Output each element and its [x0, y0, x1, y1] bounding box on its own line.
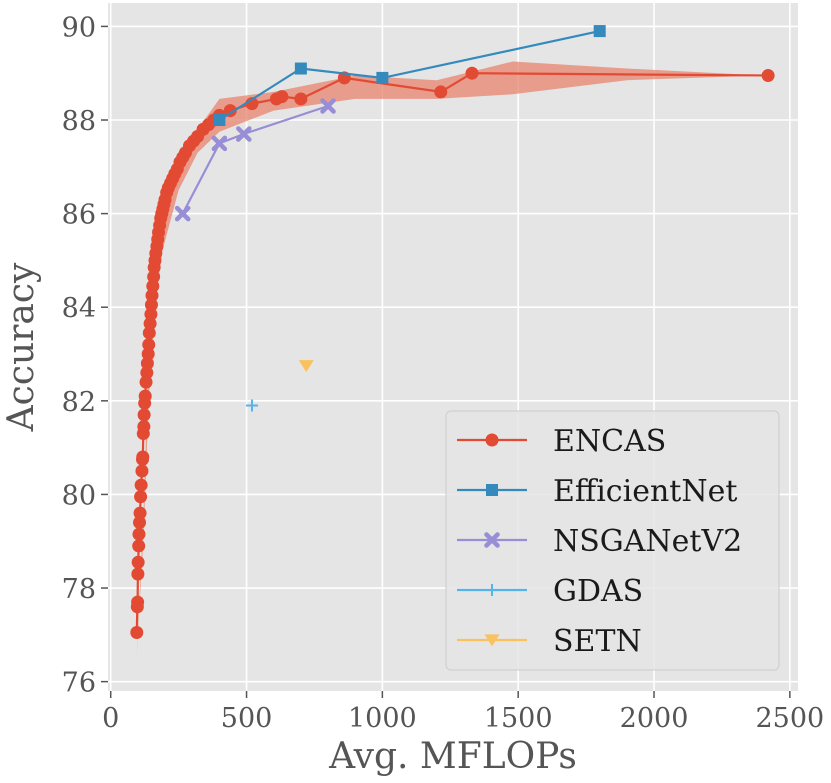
series-layer [130, 25, 775, 639]
encas-point [134, 478, 148, 492]
encas-point [131, 567, 145, 581]
efficientnet-point [593, 25, 606, 38]
encas-point [143, 317, 157, 331]
series-setn [298, 360, 314, 373]
marker-x-stroke [484, 532, 500, 548]
nsganetv2-point [320, 98, 336, 114]
y-tick-label: 84 [62, 293, 96, 324]
encas-point [142, 338, 156, 352]
y-tick-label: 86 [62, 200, 96, 231]
y-tick-label: 90 [62, 12, 96, 43]
y-tick-label: 80 [62, 480, 96, 511]
legend-entry-nsganetv2: NSGANetV2 [457, 524, 742, 559]
series-efficientnet [213, 25, 606, 127]
encas-point [136, 450, 150, 464]
encas-point [134, 490, 148, 504]
legend-label: NSGANetV2 [553, 524, 742, 559]
y-tick-label: 78 [62, 574, 96, 605]
efficientnet-point [294, 62, 307, 75]
encas-point [223, 104, 237, 118]
encas-point [144, 307, 158, 321]
marker-x-stroke [211, 135, 228, 152]
encas-point [130, 625, 144, 639]
encas-point [133, 506, 147, 520]
legend-label: ENCAS [553, 424, 666, 459]
encas-point [132, 527, 146, 541]
legend-label: SETN [553, 624, 642, 659]
legend-swatch-marker [484, 634, 500, 647]
legend-swatch-marker [486, 484, 498, 496]
encas-point [761, 69, 775, 83]
nsganetv2-point [211, 135, 228, 152]
encas-point [137, 420, 151, 434]
marker-x-stroke [174, 205, 191, 222]
legend-label: GDAS [553, 574, 643, 609]
encas-point [140, 366, 154, 380]
encas-point [142, 326, 156, 340]
encas-point [131, 555, 145, 569]
legend-swatch-marker [484, 532, 500, 548]
x-tick-label: 1500 [484, 703, 553, 734]
legend-entry-setn: SETN [457, 624, 642, 659]
encas-point [141, 347, 155, 361]
legend-entry-efficientnet: EfficientNet [457, 474, 737, 509]
series-encas [130, 66, 775, 639]
legend-swatch-marker [485, 433, 499, 447]
nsganetv2-line [181, 104, 329, 215]
y-axis-label: Accuracy [1, 262, 42, 432]
nsganetv2-point [174, 205, 191, 222]
legend-swatch-marker [486, 584, 498, 596]
tick-labels: 0 500 1000 1500 2000 2500 76 78 80 82 84 86 88 90 [62, 12, 825, 734]
encas-point [139, 375, 153, 389]
efficientnet-point [213, 114, 226, 127]
legend-entry-gdas: GDAS [457, 574, 643, 609]
encas-point [131, 595, 145, 609]
y-tick-label: 88 [62, 106, 96, 137]
encas-point [140, 356, 154, 370]
nsganetv2-point [236, 126, 252, 142]
encas-point [133, 516, 147, 530]
marker-x-stroke [236, 126, 252, 142]
encas-point [144, 298, 158, 312]
legend: ENCAS EfficientNet NSGANetV2 GDAS SETN [445, 410, 780, 671]
encas-point [138, 389, 152, 403]
encas-point [147, 270, 161, 284]
efficientnet-point [376, 71, 389, 84]
marker-x-stroke [320, 98, 336, 114]
encas-point [135, 464, 149, 478]
series-gdas [245, 399, 258, 412]
y-tick-label: 76 [62, 668, 96, 699]
legend-label: EfficientNet [553, 474, 737, 509]
x-tick-label: 500 [221, 703, 273, 734]
x-axis-label: Avg. MFLOPs [328, 736, 577, 777]
encas-point [146, 279, 160, 293]
x-tick-label: 1000 [348, 703, 417, 734]
y-tick-label: 82 [62, 387, 96, 418]
x-tick-label: 0 [102, 703, 119, 734]
efficientnet-line [218, 30, 600, 121]
encas-point [137, 408, 151, 422]
encas-point [132, 539, 146, 553]
encas-point [145, 289, 159, 303]
encas-point [275, 90, 289, 104]
x-tick-label: 2500 [755, 703, 824, 734]
legend-entry-encas: ENCAS [457, 424, 666, 459]
x-tick-label: 2000 [620, 703, 689, 734]
gdas-point [245, 399, 258, 412]
setn-point [298, 360, 314, 373]
legend-frame [445, 410, 780, 671]
grid [108, 3, 798, 691]
encas-point [434, 85, 448, 99]
encas-point [465, 66, 479, 80]
encas-point [294, 92, 308, 106]
series-nsganetv2 [174, 98, 336, 222]
